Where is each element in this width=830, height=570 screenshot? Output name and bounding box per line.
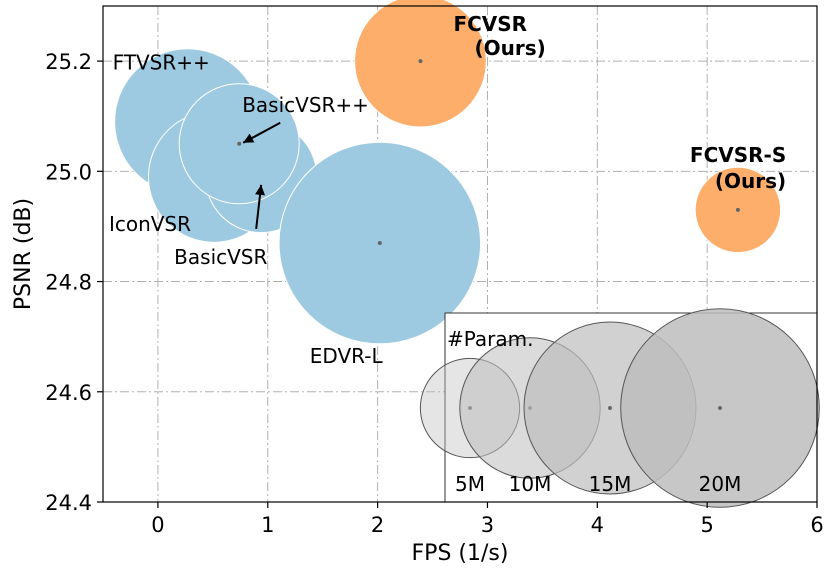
plot-frame bbox=[102, 5, 818, 503]
x-tick-label: 2 bbox=[371, 513, 384, 537]
legend-bubble-center bbox=[718, 406, 722, 410]
annotation-arrowhead bbox=[243, 133, 255, 143]
label-ftvsrplusplus: FTVSR++ bbox=[113, 51, 210, 75]
size-legend: 5M 10M 15M 20M #Param. bbox=[419, 308, 820, 508]
data-bubbles bbox=[114, 0, 782, 345]
legend-title: #Param. bbox=[447, 327, 534, 351]
x-axis-label: FPS (1/s) bbox=[412, 541, 509, 566]
point-labels: FTVSR++ IconVSR BasicVSR BasicVSR++ EDVR-L FC… bbox=[109, 12, 786, 368]
label-fcvsr-s: FCVSR-S bbox=[690, 143, 786, 167]
annotation-arrowhead bbox=[255, 184, 266, 196]
x-tick-label: 1 bbox=[261, 513, 274, 537]
x-tick-label: 5 bbox=[700, 513, 713, 537]
x-tick-label: 4 bbox=[591, 513, 604, 537]
y-tick-label: 25.2 bbox=[45, 50, 92, 74]
label-fcvsr: FCVSR bbox=[453, 12, 527, 36]
legend-bubble-center bbox=[608, 406, 612, 410]
ours-tag: (Ours) bbox=[715, 169, 786, 193]
y-tick-label: 24.4 bbox=[45, 491, 92, 515]
bubble-center bbox=[237, 141, 242, 146]
x-tick-label: 3 bbox=[481, 513, 494, 537]
label-basicvsrplusplus: BasicVSR++ bbox=[242, 93, 369, 117]
bubble-center bbox=[418, 59, 423, 64]
y-tick-label: 24.6 bbox=[45, 381, 92, 405]
bubble-center bbox=[735, 207, 740, 212]
y-tick-label: 25.0 bbox=[45, 160, 92, 184]
y-axis-label: PSNR (dB) bbox=[11, 198, 36, 310]
x-tick-label: 6 bbox=[810, 513, 823, 537]
y-tick-label: 24.8 bbox=[45, 271, 92, 295]
ours-tag: (Ours) bbox=[474, 36, 545, 60]
axis-ticks: 0 1 2 3 4 5 6 24.4 24.6 24.8 25.0 25.2 bbox=[45, 50, 823, 537]
bubble-center bbox=[377, 240, 382, 245]
legend-label: 15M bbox=[589, 472, 632, 496]
label-iconvsr: IconVSR bbox=[109, 212, 191, 236]
legend-label: 20M bbox=[699, 472, 742, 496]
label-basicvsr: BasicVSR bbox=[174, 245, 267, 269]
legend-label: 5M bbox=[455, 472, 485, 496]
legend-label: 10M bbox=[509, 472, 552, 496]
x-tick-label: 0 bbox=[151, 513, 164, 537]
bubble-fcvsr bbox=[354, 0, 487, 128]
annotations bbox=[242, 121, 281, 229]
label-edvr-l: EDVR-L bbox=[310, 344, 384, 368]
